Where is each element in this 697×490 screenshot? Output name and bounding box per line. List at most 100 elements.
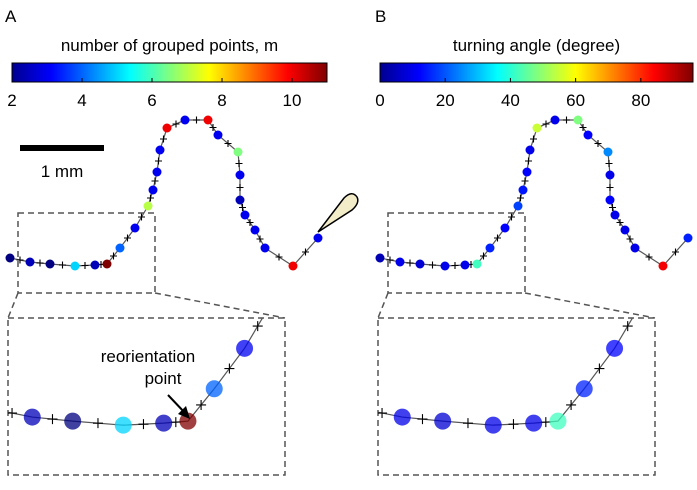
grouped-point [235,195,245,205]
zoom-inset [377,317,656,476]
cross-marker [606,184,614,191]
grouped-point [444,186,461,203]
trajectory-line [8,318,264,426]
cross-marker [110,252,117,260]
cross-marker [92,418,103,429]
grouped-point [260,243,270,253]
pipette [317,193,359,233]
cross-marker [472,332,482,342]
cross-marker [645,253,653,261]
cross-marker [81,262,89,269]
annotation: point [145,369,182,388]
grouped-point [236,339,254,357]
grouped-point [550,115,560,125]
colorbar [11,62,328,83]
cross-marker [386,256,394,264]
zoom-connector [154,292,286,319]
cross-marker [364,125,374,135]
zoom-connector [377,292,389,319]
grouped-point [522,167,532,177]
colorbar-tick-label: 8 [217,91,226,110]
grouped-point [605,195,615,205]
grouped-point [440,261,450,271]
annotation: reorientation [101,347,196,366]
grouped-point [513,201,523,211]
grouped-point [500,223,510,233]
cross-marker [378,408,388,419]
grouped-point [235,170,245,180]
zoom-trajectory [353,138,688,434]
cross-marker [450,213,460,223]
panel-label: A [5,7,17,26]
cross-marker [47,414,58,425]
grouped-point [518,185,528,195]
grouped-point [573,115,583,125]
cross-marker [246,219,254,226]
grouped-point [671,138,688,155]
grouped-point [575,380,593,398]
cross-marker [256,235,264,243]
grouped-point [203,115,213,125]
colorbar-tick-label: 60 [566,91,585,110]
grouped-point [525,414,543,432]
grouped-point [353,400,370,417]
grouped-point [606,360,623,377]
cross-marker [667,163,677,173]
annotation-arrowhead [178,406,190,419]
zoom-region [387,212,526,294]
grouped-point [162,123,172,133]
zoom-inset [7,317,286,476]
colorbar-tick-label: 6 [147,91,156,110]
cross-marker [209,124,217,131]
cross-marker [239,204,246,211]
grouped-point [605,170,615,180]
grouped-point [460,260,470,270]
grouped-point [148,185,158,195]
grouped-point [25,257,35,267]
colorbar-tick-label: 20 [436,91,455,110]
cross-marker [452,261,462,271]
grouped-point [525,145,535,155]
cross-marker [172,120,180,128]
grouped-point [499,380,516,397]
cross-marker [155,157,162,165]
grouped-point [130,223,140,233]
cross-marker [235,160,243,167]
grouped-point [606,339,624,357]
grouped-point [23,408,41,426]
cross-marker [429,261,436,269]
grouped-point [395,257,405,267]
cross-marker [672,248,679,256]
grouped-point [313,233,323,243]
zoom-connector [7,292,19,319]
grouped-point [90,260,100,270]
grouped-point [642,263,659,280]
cross-marker [151,177,159,185]
zoom-region [17,212,156,294]
cross-marker [397,140,407,150]
cross-marker [525,157,532,165]
cross-marker [147,194,154,202]
grouped-point [180,115,190,125]
grouped-point [155,414,173,432]
cross-marker [193,116,200,124]
grouped-point [281,227,298,244]
cross-marker [16,256,24,264]
grouped-point [657,182,674,199]
grouped-point [152,167,162,177]
cross-marker [622,321,633,332]
grouped-point [532,123,542,133]
cross-marker [417,414,428,425]
cross-marker [492,366,502,376]
cross-marker [641,283,651,293]
grouped-point [272,263,289,280]
cross-marker [322,133,332,143]
grouped-point [393,408,411,426]
cross-marker [540,417,551,428]
grouped-point [434,412,452,430]
trajectory [5,115,323,271]
cross-marker [508,213,515,221]
grouped-point [179,412,197,430]
grouped-point [630,243,640,253]
